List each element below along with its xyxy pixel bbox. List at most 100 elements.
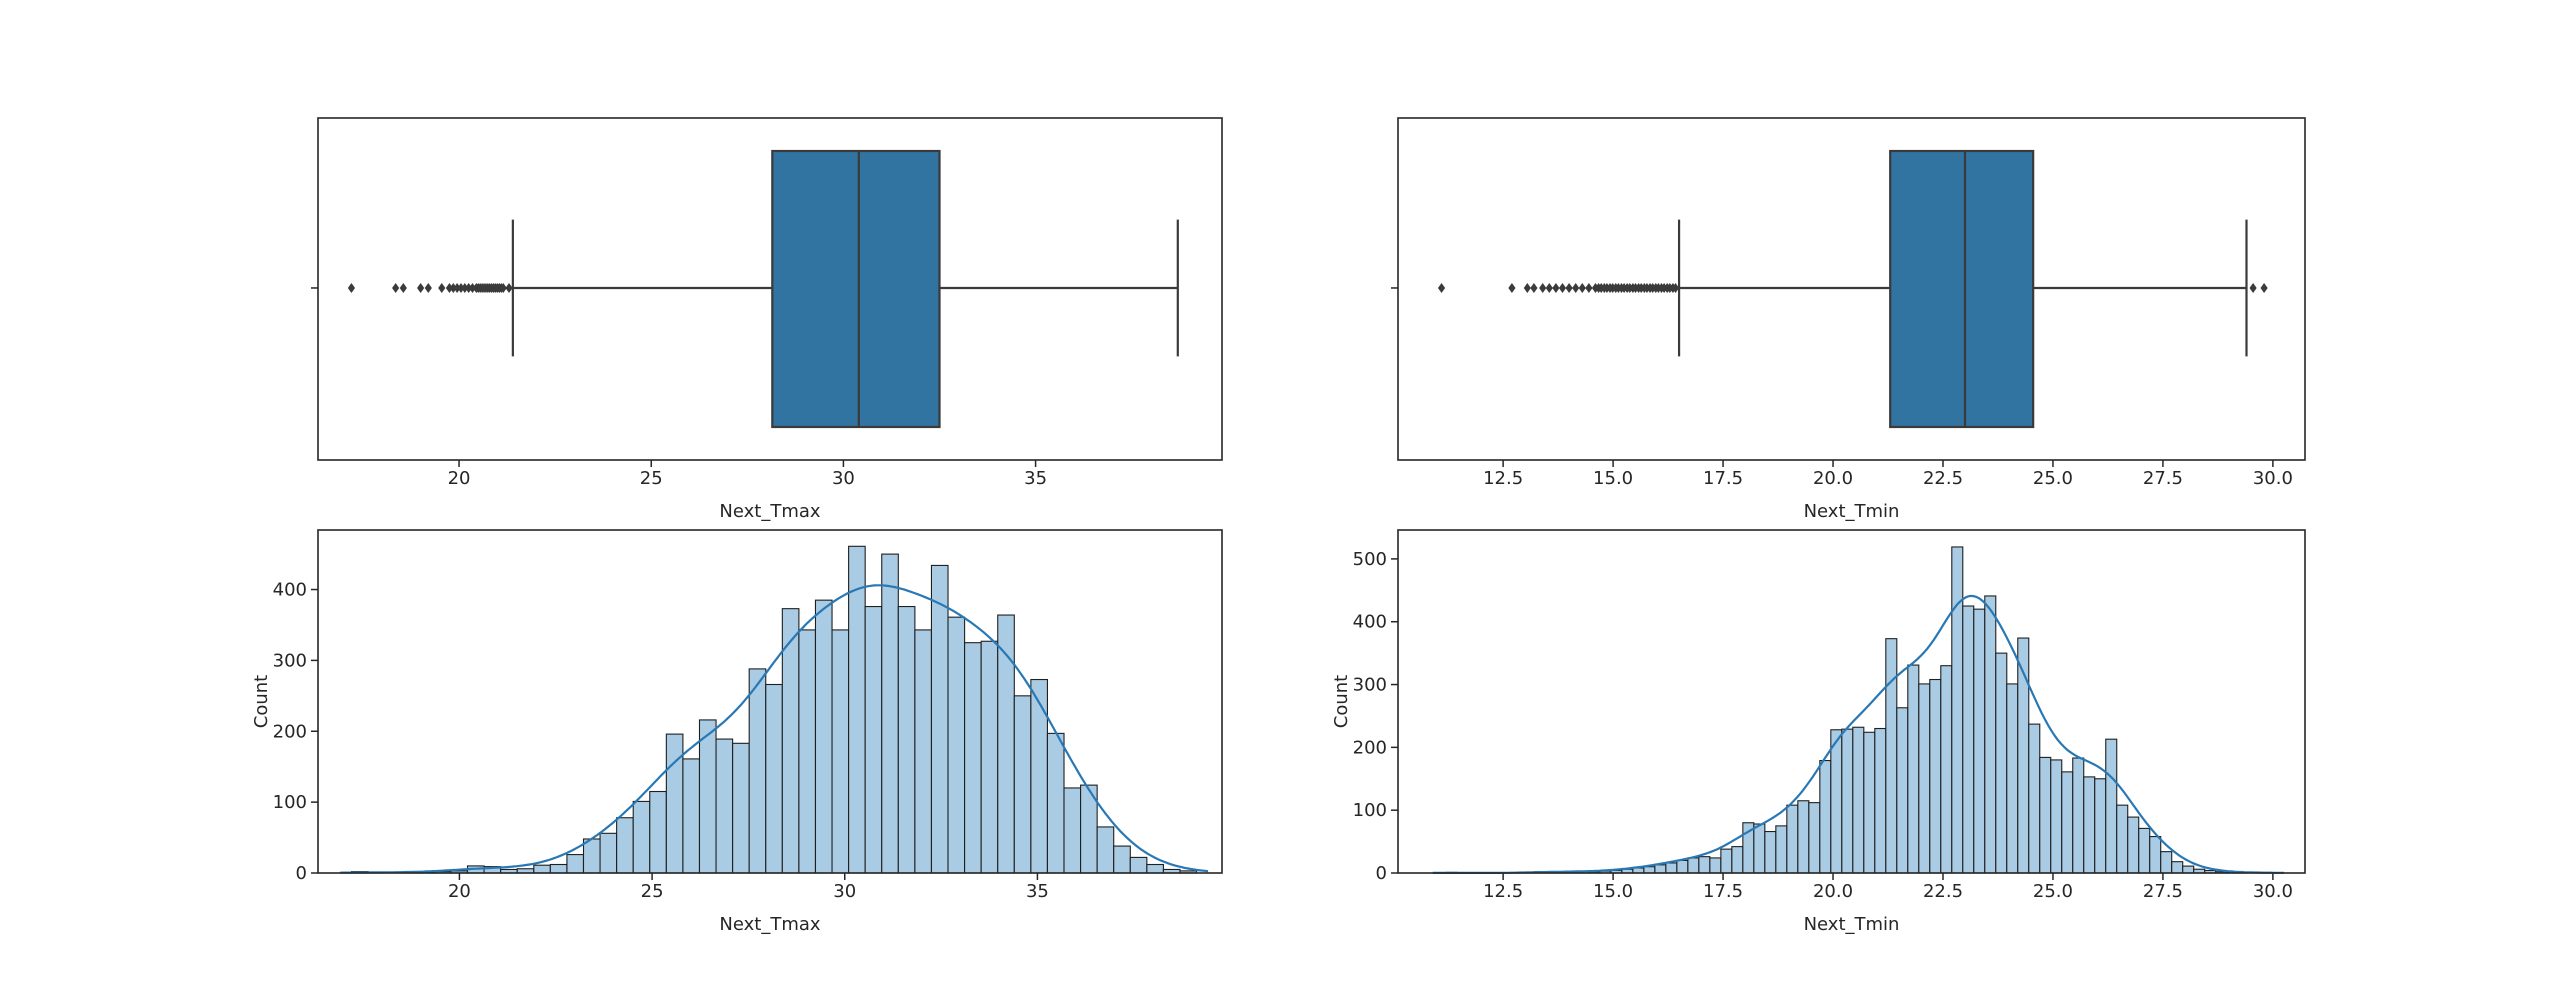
hist-bar <box>2105 738 2118 874</box>
hist-bar <box>566 854 585 874</box>
kde-curve <box>339 584 1209 874</box>
hist-bar <box>2171 861 2184 874</box>
hist-bar <box>2127 816 2140 874</box>
x-axis: 20 25 30 35 <box>448 873 1049 902</box>
outlier-point <box>461 282 469 293</box>
x-tick-label: 20 <box>448 468 471 489</box>
histogram-next-tmax: 20 25 30 35 Next_Tmax 0 100 200 300 400 Count <box>251 529 1223 935</box>
x-tick-label: 22.5 <box>1923 881 1963 902</box>
hist-bar <box>1046 732 1065 874</box>
outlier-point <box>2249 282 2257 293</box>
outlier-point <box>453 282 461 293</box>
y-tick-label: 400 <box>1353 612 1387 633</box>
x-tick-label: 20.0 <box>1813 468 1853 489</box>
x-tick-label: 35 <box>1026 881 1049 902</box>
x-tick-label: 25 <box>640 468 663 489</box>
outlier-point <box>1530 282 1538 293</box>
hist-bar <box>864 605 883 874</box>
hist-bar <box>649 790 667 874</box>
x-tick-label: 25 <box>641 881 664 902</box>
axes-border <box>1397 529 2306 874</box>
outlier-point <box>417 282 425 293</box>
hist-bar <box>1063 787 1082 874</box>
outlier-point <box>457 282 465 293</box>
hist-bar <box>1907 664 1920 874</box>
outlier-points <box>1437 282 2268 293</box>
y-tick-label: 300 <box>1353 675 1387 696</box>
x-tick-label: 12.5 <box>1483 881 1523 902</box>
x-tick-label: 30.0 <box>2253 881 2293 902</box>
x-tick-label: 17.5 <box>1703 468 1743 489</box>
x-tick-label: 30 <box>832 468 855 489</box>
outlier-point <box>1558 282 1567 293</box>
box-and-whiskers <box>1391 149 2248 429</box>
hist-bar <box>616 817 634 874</box>
hist-bar <box>1929 678 1942 874</box>
outlier-point <box>1572 282 1580 293</box>
hist-bar <box>964 642 982 874</box>
outlier-point <box>449 282 457 293</box>
y-tick-label: 100 <box>1353 800 1387 821</box>
outlier-point <box>1508 282 1516 293</box>
hist-bar <box>2094 778 2107 874</box>
y-tick-label: 400 <box>273 580 307 601</box>
hist-bar <box>2072 757 2085 874</box>
axes-border <box>1397 117 2306 461</box>
x-tick-label: 22.5 <box>1923 468 1963 489</box>
hist-bar <box>632 800 651 874</box>
hist-bar <box>947 616 966 874</box>
hist-bar <box>914 629 933 874</box>
hist-bar <box>1918 683 1931 874</box>
outlier-point <box>1437 282 1446 293</box>
histogram-next-tmin: 12.5 15.0 17.5 20.0 22.5 25.0 27.5 30.0 Next_Tmi… <box>1331 529 2306 935</box>
hist-bar <box>2116 804 2129 874</box>
y-tick-label: 0 <box>1376 863 1387 884</box>
outlier-point <box>499 282 507 293</box>
hist-bar <box>1984 595 1997 874</box>
y-tick-label: 100 <box>273 792 307 813</box>
outlier-point <box>445 282 454 293</box>
hist-bars <box>1445 546 2272 874</box>
hist-bar <box>1830 729 1843 874</box>
hist-bar <box>798 629 817 874</box>
hist-bar <box>897 605 916 874</box>
hist-bar <box>533 864 551 874</box>
outlier-points <box>347 282 513 293</box>
hist-bar <box>1654 864 1667 874</box>
hist-bar <box>1676 859 1689 874</box>
hist-bar <box>1863 731 1876 874</box>
hist-bar <box>1940 665 1953 874</box>
x-axis-label: Next_Tmax <box>719 501 820 522</box>
hist-bar <box>1146 863 1164 874</box>
hist-bar <box>1709 857 1722 874</box>
outlier-point <box>1585 282 1593 293</box>
hist-bar <box>1786 804 1799 874</box>
hist-bar <box>814 599 833 874</box>
hist-bar <box>1129 856 1148 874</box>
outlier-point <box>505 282 513 293</box>
outlier-point <box>438 282 446 293</box>
outlier-point <box>1523 282 1531 293</box>
hist-bar <box>682 758 701 874</box>
hist-bar <box>715 738 734 874</box>
y-tick-label: 500 <box>1353 549 1387 570</box>
hist-bar <box>698 719 717 874</box>
hist-bar <box>2006 683 2019 874</box>
hist-bar <box>2039 756 2052 874</box>
hist-bar <box>1720 848 1733 874</box>
x-tick-label: 27.5 <box>2143 881 2183 902</box>
x-tick-label: 30.0 <box>2253 468 2293 489</box>
outlier-point <box>1565 282 1573 293</box>
outlier-point <box>399 282 407 293</box>
hist-bar <box>1896 707 1909 874</box>
y-tick-label: 0 <box>296 863 307 884</box>
hist-bar <box>1885 638 1898 874</box>
outlier-point <box>1552 282 1560 293</box>
x-tick-label: 12.5 <box>1483 468 1523 489</box>
y-axis-label: Count <box>1331 675 1352 728</box>
x-tick-label: 17.5 <box>1703 881 1743 902</box>
hist-bar <box>599 832 618 874</box>
hist-bar <box>1764 830 1777 874</box>
